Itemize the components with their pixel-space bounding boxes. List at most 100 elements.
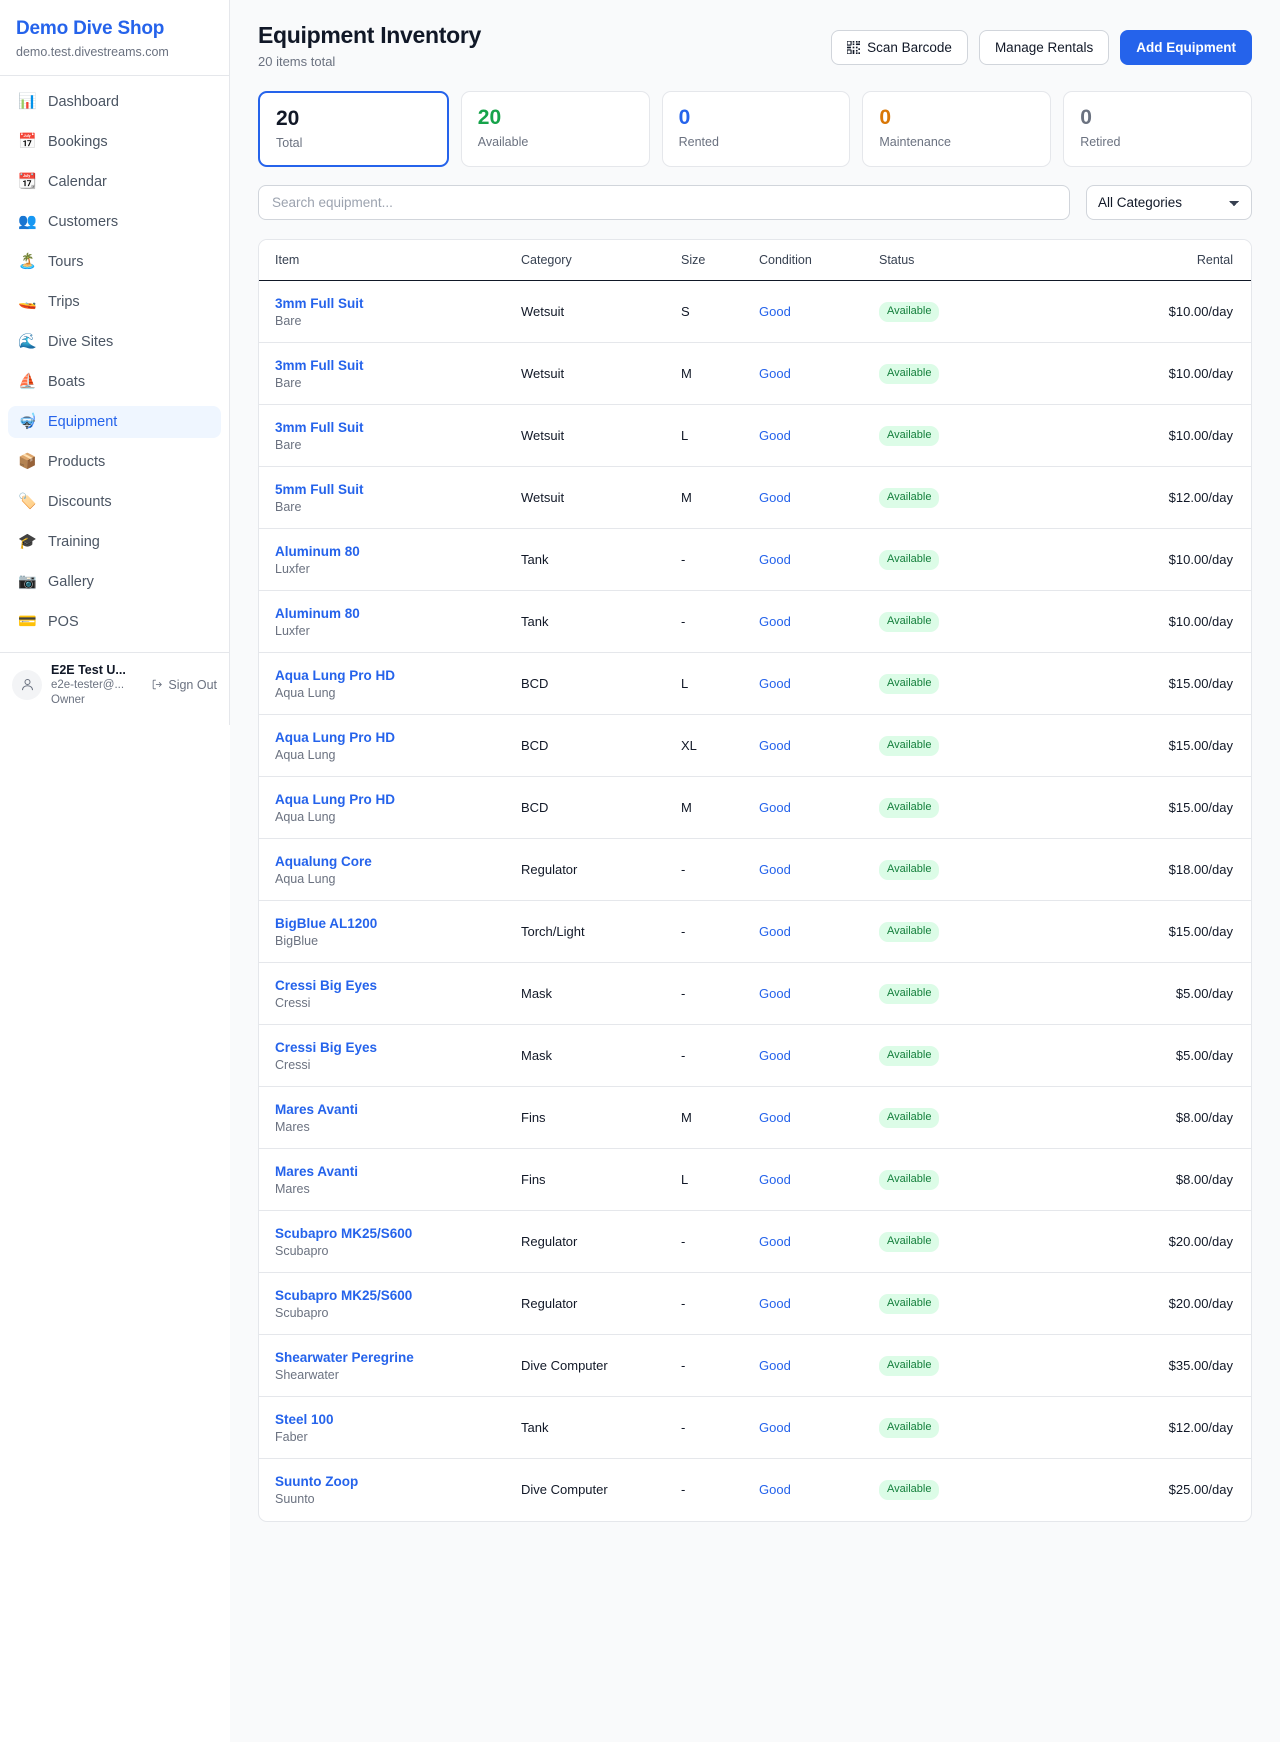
cell-size: - (681, 1482, 686, 1498)
item-link[interactable]: Shearwater Peregrine (275, 1349, 414, 1365)
table-row[interactable]: Shearwater Peregrine Shearwater Dive Compu… (259, 1334, 1251, 1398)
table-row[interactable]: 5mm Full Suit Bare Wetsuit M Good Available $1… (259, 466, 1251, 530)
table-row[interactable]: Aqualung Core Aqua Lung Regulator - Good Avai… (259, 838, 1251, 902)
table-row[interactable]: Aluminum 80 Luxfer Tank - Good Available $10.0… (259, 590, 1251, 654)
cell-category: Dive Computer (521, 1482, 608, 1498)
table-row[interactable]: Steel 100 Faber Tank - Good Available $12.00/d… (259, 1396, 1251, 1460)
item-link[interactable]: 3mm Full Suit (275, 295, 364, 311)
brand-block[interactable]: Demo Dive Shop demo.test.divestreams.com (0, 0, 229, 76)
item-link[interactable]: 5mm Full Suit (275, 481, 364, 497)
sidebar-item-products[interactable]: 📦 Products (8, 446, 221, 478)
condition-link[interactable]: Good (759, 924, 791, 940)
table-row[interactable]: 3mm Full Suit Bare Wetsuit M Good Available $1… (259, 342, 1251, 406)
item-link[interactable]: Mares Avanti (275, 1101, 359, 1117)
item-link[interactable]: Cressi Big Eyes (275, 1039, 378, 1055)
sidebar-item-dive-sites[interactable]: 🌊 Dive Sites (8, 326, 221, 358)
condition-link[interactable]: Good (759, 428, 791, 444)
training-icon: 🎓 (18, 533, 37, 551)
table-row[interactable]: Cressi Big Eyes Cressi Mask - Good Available $… (259, 962, 1251, 1026)
condition-link[interactable]: Good (759, 1110, 791, 1126)
table-row[interactable]: Scubapro MK25/S600 Scubapro Regulator - Good… (259, 1210, 1251, 1274)
table-row[interactable]: Aqua Lung Pro HD Aqua Lung BCD M Good Availab… (259, 776, 1251, 840)
sign-out-button[interactable]: Sign Out (151, 678, 217, 692)
item-link[interactable]: Suunto Zoop (275, 1473, 359, 1489)
item-link[interactable]: Mares Avanti (275, 1163, 359, 1179)
item-brand: Luxfer (275, 623, 310, 638)
cell-status: Available (867, 1334, 992, 1398)
condition-link[interactable]: Good (759, 304, 791, 320)
sidebar-item-calendar[interactable]: 📆 Calendar (8, 166, 221, 198)
cell-category: BCD (509, 652, 669, 716)
item-link[interactable]: Aqualung Core (275, 853, 372, 869)
sidebar-item-dashboard[interactable]: 📊 Dashboard (8, 86, 221, 118)
stat-card-retired[interactable]: 0 Retired (1063, 91, 1252, 168)
sidebar-item-trips[interactable]: 🚤 Trips (8, 286, 221, 318)
sidebar-item-training[interactable]: 🎓 Training (8, 526, 221, 558)
cell-item: Aluminum 80 Luxfer (259, 528, 509, 592)
table-row[interactable]: Cressi Big Eyes Cressi Mask - Good Available $… (259, 1024, 1251, 1088)
table-row[interactable]: Aluminum 80 Luxfer Tank - Good Available $10.0… (259, 528, 1251, 592)
condition-link[interactable]: Good (759, 552, 791, 568)
item-link[interactable]: 3mm Full Suit (275, 357, 364, 373)
condition-link[interactable]: Good (759, 800, 791, 816)
condition-link[interactable]: Good (759, 1358, 791, 1374)
sidebar-item-pos[interactable]: 💳 POS (8, 606, 221, 638)
item-link[interactable]: Scubapro MK25/S600 (275, 1287, 413, 1303)
table-row[interactable]: Mares Avanti Mares Fins L Good Available $8.00… (259, 1148, 1251, 1212)
item-link[interactable]: Cressi Big Eyes (275, 977, 378, 993)
condition-link[interactable]: Good (759, 1234, 791, 1250)
item-link[interactable]: BigBlue AL1200 (275, 915, 378, 931)
table-row[interactable]: Aqua Lung Pro HD Aqua Lung BCD L Good Availab… (259, 652, 1251, 716)
item-brand: Mares (275, 1181, 310, 1196)
condition-link[interactable]: Good (759, 1420, 791, 1436)
manage-rentals-button[interactable]: Manage Rentals (978, 30, 1110, 65)
scan-barcode-button[interactable]: Scan Barcode (831, 30, 968, 65)
category-select[interactable]: All Categories (1086, 185, 1252, 221)
calendar-icon: 📆 (18, 173, 37, 191)
table-row[interactable]: Mares Avanti Mares Fins M Good Available $8.00… (259, 1086, 1251, 1150)
table-row[interactable]: BigBlue AL1200 BigBlue Torch/Light - Good Ava… (259, 900, 1251, 964)
add-equipment-button[interactable]: Add Equipment (1120, 30, 1252, 65)
condition-link[interactable]: Good (759, 738, 791, 754)
condition-link[interactable]: Good (759, 614, 791, 630)
cell-rental: $15.00/day (992, 714, 1251, 778)
item-link[interactable]: 3mm Full Suit (275, 419, 364, 435)
sidebar-item-bookings[interactable]: 📅 Bookings (8, 126, 221, 158)
sidebar-item-boats[interactable]: ⛵ Boats (8, 366, 221, 398)
sidebar-item-gallery[interactable]: 📷 Gallery (8, 566, 221, 598)
item-link[interactable]: Aqua Lung Pro HD (275, 667, 395, 683)
condition-link[interactable]: Good (759, 986, 791, 1002)
condition-link[interactable]: Good (759, 1172, 791, 1188)
table-row[interactable]: 3mm Full Suit Bare Wetsuit S Good Available $1… (259, 280, 1251, 344)
sidebar-item-tours[interactable]: 🏝️ Tours (8, 246, 221, 278)
stat-card-rented[interactable]: 0 Rented (661, 91, 851, 168)
sidebar-item-customers[interactable]: 👥 Customers (8, 206, 221, 238)
table-row[interactable]: Suunto Zoop Suunto Dive Computer - Good Avail… (259, 1459, 1251, 1521)
stat-card-maintenance[interactable]: 0 Maintenance (862, 91, 1052, 168)
stat-card-available[interactable]: 20 Available (460, 91, 650, 168)
condition-link[interactable]: Good (759, 1482, 791, 1498)
cell-item: Aqua Lung Pro HD Aqua Lung (259, 776, 509, 840)
condition-link[interactable]: Good (759, 490, 791, 506)
stat-label: Maintenance (879, 135, 951, 150)
item-link[interactable]: Aqua Lung Pro HD (275, 791, 395, 807)
condition-link[interactable]: Good (759, 1296, 791, 1312)
condition-link[interactable]: Good (759, 676, 791, 692)
item-link[interactable]: Aqua Lung Pro HD (275, 729, 395, 745)
item-link[interactable]: Aluminum 80 (275, 605, 360, 621)
table-row[interactable]: Aqua Lung Pro HD Aqua Lung BCD XL Good Availa… (259, 714, 1251, 778)
condition-link[interactable]: Good (759, 366, 791, 382)
cell-category: Wetsuit (509, 466, 669, 530)
table-row[interactable]: Scubapro MK25/S600 Scubapro Regulator - Good… (259, 1272, 1251, 1336)
table-row[interactable]: 3mm Full Suit Bare Wetsuit L Good Available $1… (259, 404, 1251, 468)
stat-card-total[interactable]: 20 Total (258, 91, 449, 168)
item-link[interactable]: Scubapro MK25/S600 (275, 1225, 413, 1241)
condition-link[interactable]: Good (759, 862, 791, 878)
sidebar-item-discounts[interactable]: 🏷️ Discounts (8, 486, 221, 518)
item-link[interactable]: Aluminum 80 (275, 543, 360, 559)
status-badge: Available (879, 1355, 940, 1376)
condition-link[interactable]: Good (759, 1048, 791, 1064)
sidebar-item-equipment[interactable]: 🤿 Equipment (8, 405, 221, 438)
search-input[interactable] (258, 185, 1070, 221)
item-link[interactable]: Steel 100 (275, 1411, 334, 1427)
